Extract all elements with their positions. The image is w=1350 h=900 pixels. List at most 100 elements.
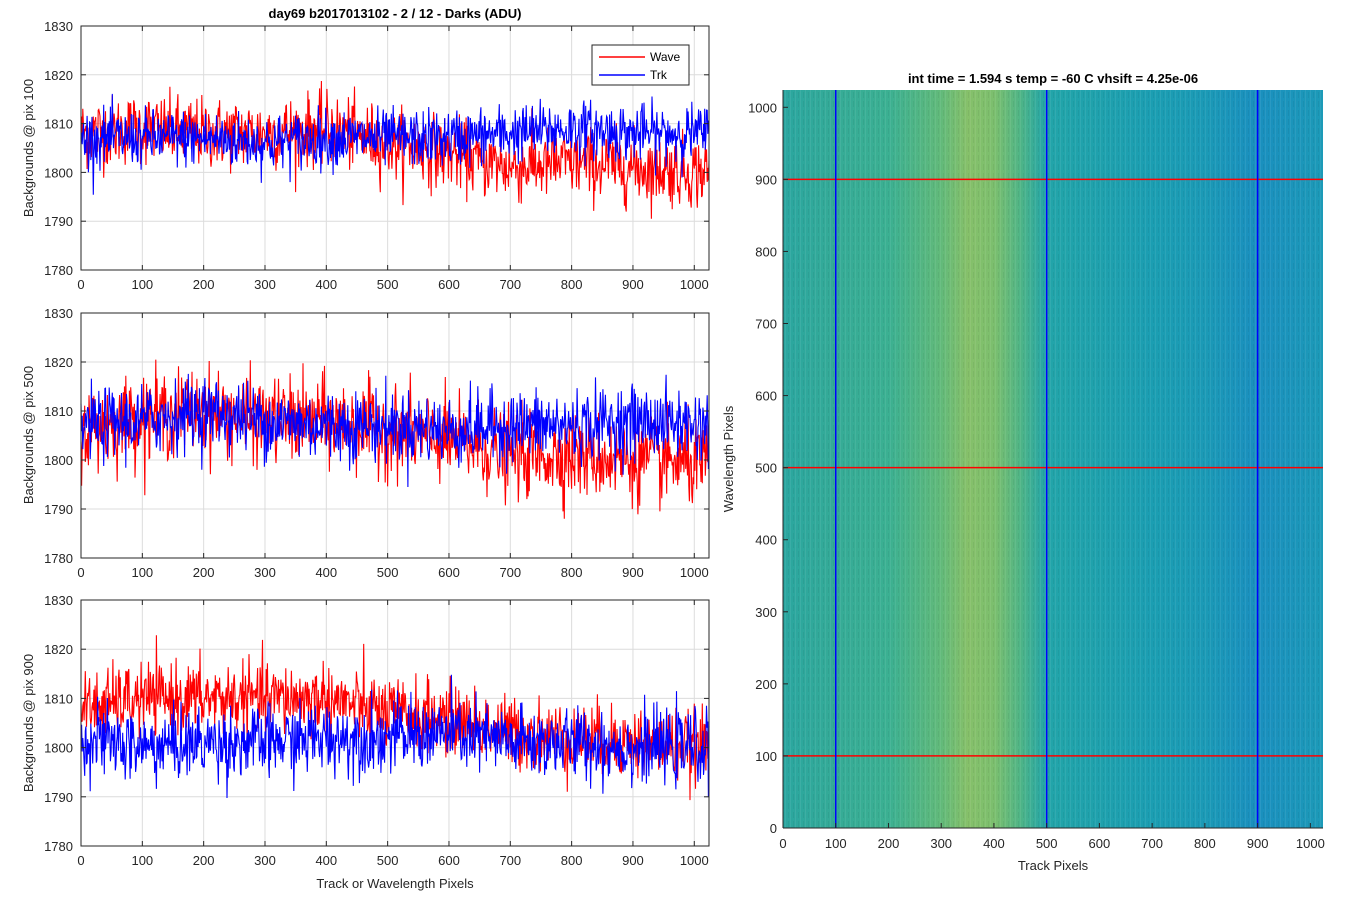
x-tick-label: 1000: [680, 277, 709, 292]
heatmap-ylabel: Wavelength Pixels: [721, 405, 736, 512]
y-tick-label: 1780: [44, 551, 73, 566]
legend-label-wave: Wave: [650, 50, 681, 64]
x-tick-label: 100: [131, 565, 153, 580]
x-tick-label: 500: [377, 565, 399, 580]
x-tick-label: 1000: [1296, 836, 1325, 851]
line-panel-1: day69 b2017013102 - 2 / 12 - Darks (ADU)…: [21, 6, 710, 292]
y-tick-label: 1800: [44, 741, 73, 756]
y-tick-label: 1800: [44, 453, 73, 468]
panel-1-series: [80, 80, 710, 219]
heatmap-xlabel: Track Pixels: [1018, 858, 1089, 873]
series-line-trk: [80, 373, 710, 488]
y-tick-label: 300: [755, 605, 777, 620]
y-tick-label: 1780: [44, 839, 73, 854]
x-tick-label: 700: [1141, 836, 1163, 851]
x-tick-label: 900: [1247, 836, 1269, 851]
x-tick-label: 700: [499, 853, 521, 868]
x-tick-label: 400: [983, 836, 1005, 851]
x-tick-label: 600: [438, 565, 460, 580]
line-panel-3: 0 100 200 300 400 500 600 700 800 900 1000 1780 1790…: [21, 593, 710, 891]
heatmap-texture: [783, 90, 1323, 828]
x-tick-label: 1000: [680, 565, 709, 580]
legend[interactable]: Wave Trk: [591, 44, 690, 86]
x-tick-label: 700: [499, 277, 521, 292]
panel-3-ticks: 0 100 200 300 400 500 600 700 800 900 1000 1780 1790…: [44, 593, 709, 868]
x-tick-label: 200: [193, 277, 215, 292]
series-line-trk: [80, 674, 710, 799]
y-tick-label: 800: [755, 244, 777, 259]
series-line-trk: [80, 93, 710, 195]
x-tick-label: 100: [131, 853, 153, 868]
panel-2-frame: [80, 312, 710, 559]
y-tick-label: 1790: [44, 502, 73, 517]
legend-box: [591, 44, 690, 86]
x-tick-label: 300: [254, 853, 276, 868]
y-tick-label: 600: [755, 389, 777, 404]
x-tick-label: 300: [930, 836, 952, 851]
x-tick-label: 100: [131, 277, 153, 292]
heatmap-overlay-lines: [783, 90, 1323, 828]
x-tick-label: 500: [377, 277, 399, 292]
panel-3-frame: [80, 599, 710, 847]
heatmap-ticks: 0 100 200 300 400 500 600 700 800 900 1000 0 100 200 3…: [748, 90, 1325, 851]
x-tick-label: 400: [315, 277, 337, 292]
x-tick-label: 800: [561, 853, 583, 868]
x-tick-label: 900: [622, 277, 644, 292]
x-tick-label: 100: [825, 836, 847, 851]
x-tick-label: 600: [438, 853, 460, 868]
legend-label-trk: Trk: [650, 68, 668, 82]
y-tick-label: 1810: [44, 117, 73, 132]
y-tick-label: 1830: [44, 19, 73, 34]
y-tick-label: 0: [770, 821, 777, 836]
panel-1-frame: [80, 25, 710, 271]
x-tick-label: 400: [315, 565, 337, 580]
x-tick-label: 0: [779, 836, 786, 851]
x-tick-label: 200: [193, 565, 215, 580]
x-tick-label: 800: [1194, 836, 1216, 851]
panel-3-ylabel: Backgrounds @ pix 900: [21, 654, 36, 792]
heatmap-title: int time = 1.594 s temp = -60 C vhsift =…: [908, 71, 1198, 86]
y-tick-label: 1830: [44, 593, 73, 608]
y-tick-label: 1820: [44, 68, 73, 83]
x-tick-label: 800: [561, 565, 583, 580]
panel-2-series: [80, 359, 710, 519]
x-tick-label: 200: [193, 853, 215, 868]
y-tick-label: 1790: [44, 214, 73, 229]
x-tick-label: 600: [438, 277, 460, 292]
x-tick-label: 300: [254, 565, 276, 580]
x-tick-label: 600: [1089, 836, 1111, 851]
y-tick-label: 1820: [44, 642, 73, 657]
y-tick-label: 500: [755, 461, 777, 476]
x-tick-label: 0: [77, 565, 84, 580]
x-tick-label: 900: [622, 853, 644, 868]
line-panel-2: 0 100 200 300 400 500 600 700 800 900 1000 1780 1790…: [21, 306, 710, 580]
x-tick-label: 900: [622, 565, 644, 580]
panel-1-ticks: 0 100 200 300 400 500 600 700 800 900 1000 1780 1790…: [44, 19, 709, 292]
x-tick-label: 500: [1036, 836, 1058, 851]
panel-2-ticks: 0 100 200 300 400 500 600 700 800 900 1000 1780 1790…: [44, 306, 709, 580]
y-tick-label: 400: [755, 533, 777, 548]
y-tick-label: 900: [755, 172, 777, 187]
y-tick-label: 700: [755, 317, 777, 332]
x-tick-label: 1000: [680, 853, 709, 868]
y-tick-label: 1790: [44, 790, 73, 805]
y-tick-label: 1810: [44, 691, 73, 706]
panel-2-ylabel: Backgrounds @ pix 500: [21, 366, 36, 504]
y-tick-label: 1820: [44, 355, 73, 370]
panel-3-xlabel: Track or Wavelength Pixels: [316, 876, 474, 891]
y-tick-label: 1800: [44, 165, 73, 180]
figure-title: day69 b2017013102 - 2 / 12 - Darks (ADU): [269, 6, 522, 21]
panel-1-ylabel: Backgrounds @ pix 100: [21, 79, 36, 217]
x-tick-label: 700: [499, 565, 521, 580]
heatmap-panel: int time = 1.594 s temp = -60 C vhsift =…: [721, 71, 1325, 873]
y-tick-label: 1830: [44, 306, 73, 321]
x-tick-label: 200: [878, 836, 900, 851]
y-tick-label: 100: [755, 749, 777, 764]
panel-3-series: [80, 635, 710, 801]
x-tick-label: 0: [77, 277, 84, 292]
y-tick-label: 1000: [748, 100, 777, 115]
x-tick-label: 300: [254, 277, 276, 292]
y-tick-label: 200: [755, 677, 777, 692]
y-tick-label: 1780: [44, 263, 73, 278]
